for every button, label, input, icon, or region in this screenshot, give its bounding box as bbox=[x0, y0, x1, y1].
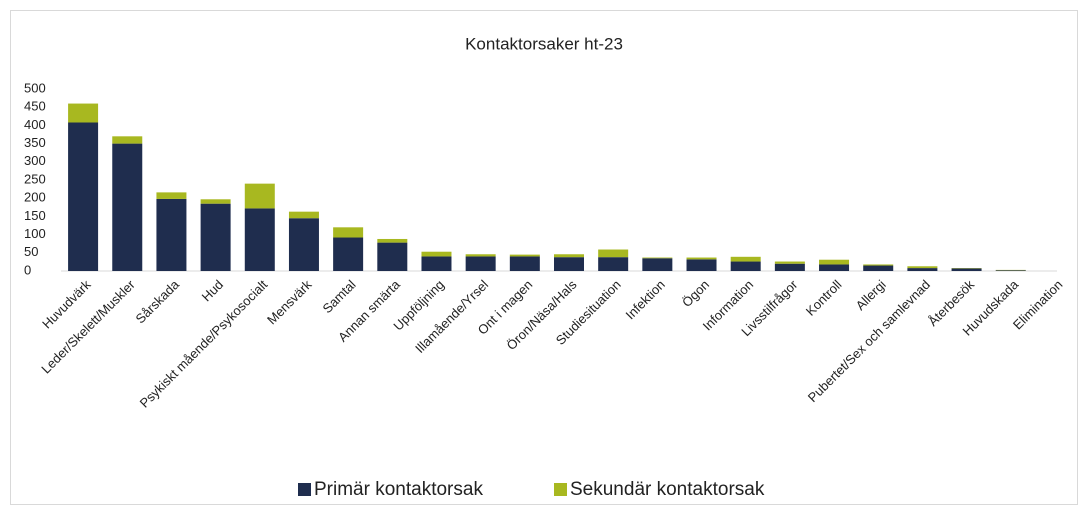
chart-frame bbox=[10, 10, 1078, 505]
bar-segment bbox=[509, 256, 540, 271]
y-tick-label: 350 bbox=[24, 135, 46, 150]
bar-segment bbox=[642, 257, 673, 259]
bar-segment bbox=[863, 265, 894, 271]
y-tick-label: 200 bbox=[24, 190, 46, 205]
y-tick-label: 250 bbox=[24, 171, 46, 186]
legend-label: Sekundär kontaktorsak bbox=[570, 479, 765, 500]
bar-segment bbox=[509, 254, 540, 257]
y-tick-label: 300 bbox=[24, 153, 46, 168]
bar-segment bbox=[995, 270, 1026, 271]
bar-segment bbox=[421, 251, 452, 257]
y-tick-label: 150 bbox=[24, 208, 46, 223]
bar-segment bbox=[686, 257, 717, 260]
bar-segment bbox=[465, 256, 496, 271]
bar-segment bbox=[598, 249, 629, 258]
bar-segment bbox=[156, 198, 187, 271]
bar-segment bbox=[465, 254, 496, 257]
bar-segment bbox=[819, 259, 850, 265]
bar-segment bbox=[156, 192, 187, 199]
bar-segment bbox=[554, 254, 584, 258]
bar-segment bbox=[730, 256, 761, 262]
bar-segment bbox=[288, 218, 319, 271]
bar-segment bbox=[244, 183, 275, 209]
bar-segment bbox=[112, 143, 143, 271]
bar-segment bbox=[598, 257, 629, 271]
bar-segment bbox=[68, 103, 99, 123]
bar-segment bbox=[774, 263, 805, 271]
bar-segment bbox=[774, 261, 805, 264]
bar-segment bbox=[288, 211, 319, 219]
bar-segment bbox=[68, 122, 99, 271]
bar-segment bbox=[554, 257, 584, 271]
chart-title: Kontaktorsaker ht-23 bbox=[465, 34, 623, 53]
y-tick-label: 400 bbox=[24, 117, 46, 132]
bar-segment bbox=[112, 136, 143, 144]
y-tick-label: 500 bbox=[24, 80, 46, 95]
y-tick-label: 50 bbox=[24, 244, 38, 259]
bar-segment bbox=[863, 264, 894, 266]
legend-label: Primär kontaktorsak bbox=[314, 479, 483, 500]
bar-segment bbox=[244, 208, 275, 271]
bar-segment bbox=[907, 266, 938, 269]
legend-swatch bbox=[298, 483, 311, 496]
bar-segment bbox=[951, 268, 982, 271]
bar-segment bbox=[333, 227, 364, 238]
bar-segment bbox=[819, 264, 850, 271]
y-tick-label: 0 bbox=[24, 262, 31, 277]
bar-segment bbox=[686, 259, 717, 271]
y-tick-label: 450 bbox=[24, 99, 46, 114]
bar-segment bbox=[421, 256, 452, 271]
bar-segment bbox=[377, 238, 408, 243]
bar-segment bbox=[200, 199, 231, 204]
bar-segment bbox=[200, 203, 231, 271]
legend-swatch bbox=[554, 483, 567, 496]
bar-segment bbox=[333, 237, 364, 271]
bar-segment bbox=[907, 268, 938, 271]
y-tick-label: 100 bbox=[24, 226, 46, 241]
bar-segment bbox=[642, 258, 673, 271]
bar-segment bbox=[730, 261, 761, 271]
bar-segment bbox=[377, 242, 408, 271]
